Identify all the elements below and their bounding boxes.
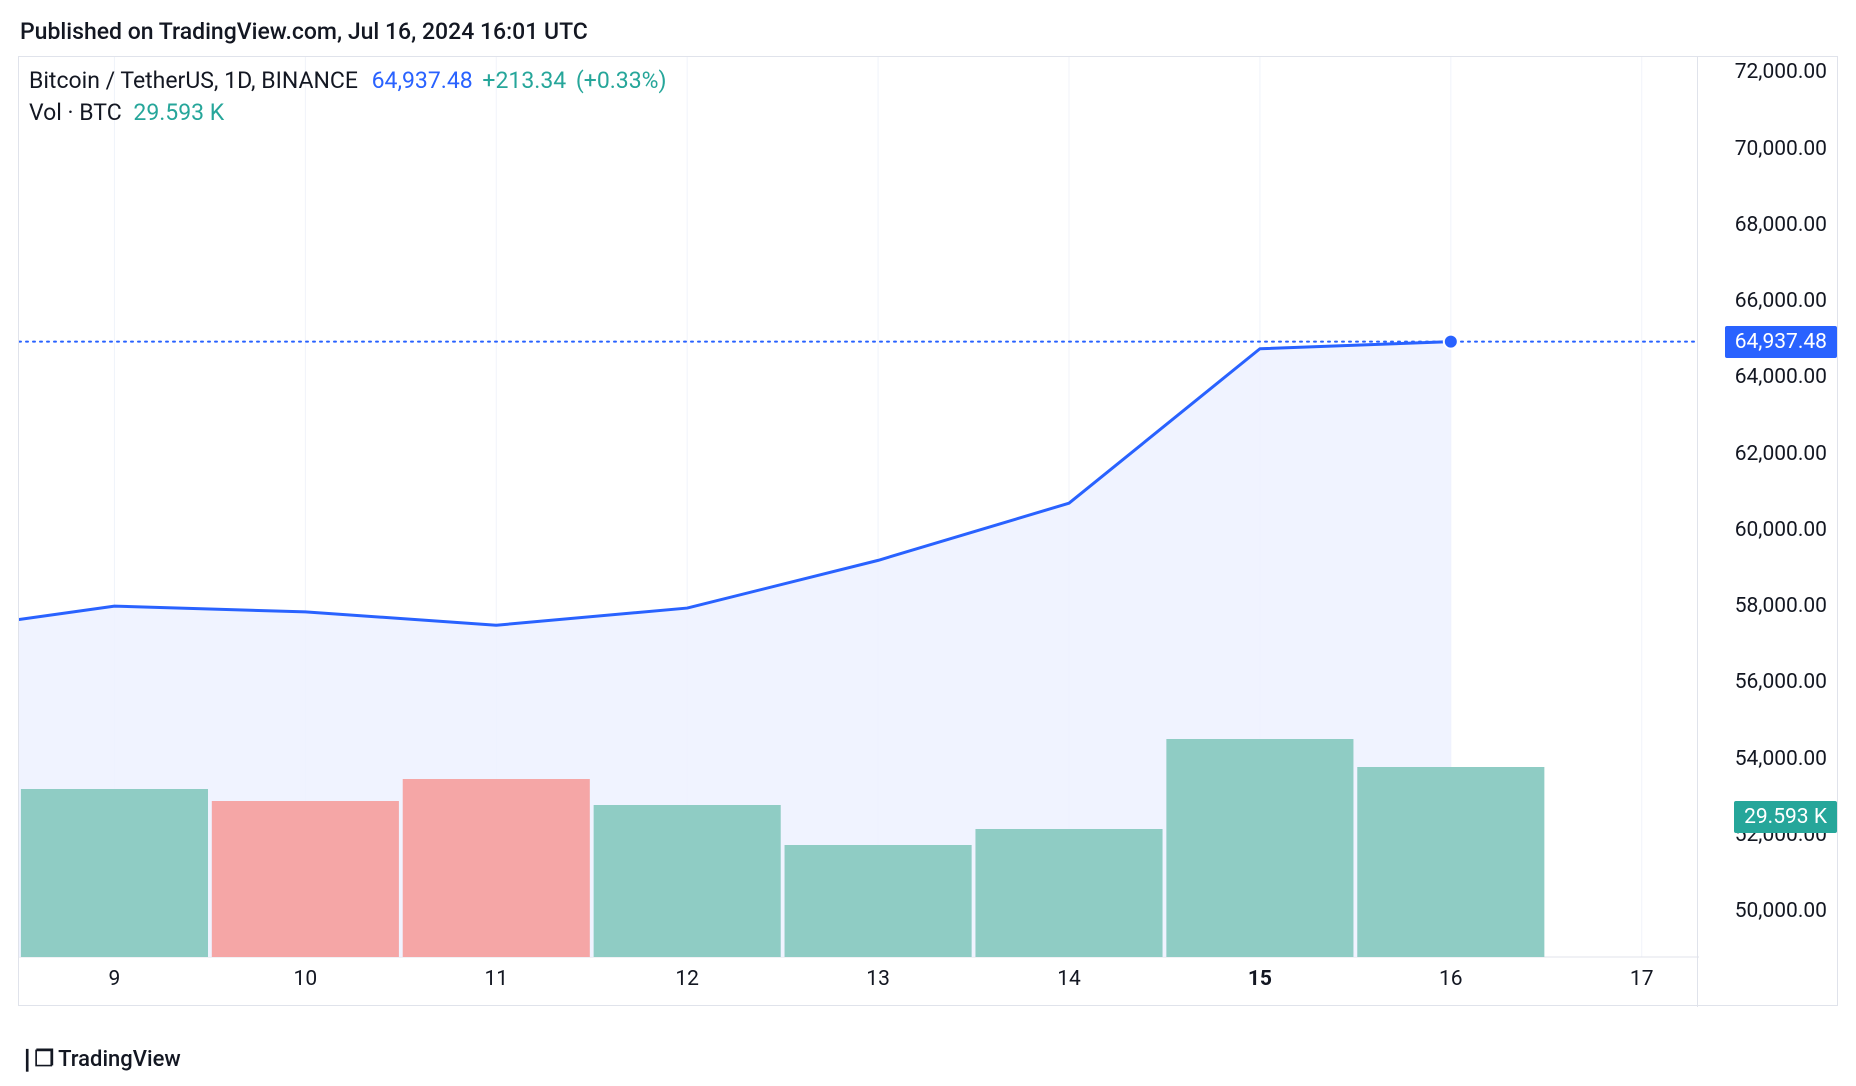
tradingview-logo-icon: ❘❐ <box>18 1047 52 1072</box>
y-axis-tick: 72,000.00 <box>1735 60 1827 84</box>
y-axis-tick: 68,000.00 <box>1735 213 1827 237</box>
volume-label: Vol · BTC <box>29 99 122 126</box>
x-axis-tick: 16 <box>1439 967 1463 1001</box>
y-axis-tick: 62,000.00 <box>1735 442 1827 466</box>
symbol-label: Bitcoin / TetherUS, 1D, BINANCE <box>29 67 358 94</box>
volume-value: 29.593 K <box>133 99 224 126</box>
price-change-abs: +213.34 <box>482 67 566 94</box>
y-axis: 64,937.48 29.593 K 50,000.0052,000.0054,… <box>1697 57 1837 1007</box>
price-change-pct: (+0.33%) <box>576 67 667 94</box>
plot-area[interactable]: 9 10 11 12 13 14 15 16 17 <box>19 57 1699 1007</box>
y-axis-tick: 54,000.00 <box>1735 747 1827 771</box>
y-axis-tick: 60,000.00 <box>1735 518 1827 542</box>
publish-header: Published on TradingView.com, Jul 16, 20… <box>0 0 1856 57</box>
x-axis-tick: 11 <box>484 967 508 1001</box>
chart-svg <box>19 57 1699 1007</box>
y-axis-tick: 58,000.00 <box>1735 594 1827 618</box>
y-axis-tick: 64,000.00 <box>1735 365 1827 389</box>
y-axis-tick: 70,000.00 <box>1735 137 1827 161</box>
x-axis-tick: 15 <box>1248 967 1272 1001</box>
x-axis-tick: 12 <box>675 967 699 1001</box>
x-axis-tick: 10 <box>294 967 318 1001</box>
brand-footer: ❘❐ TradingView <box>18 1047 181 1072</box>
symbol-info-row: Bitcoin / TetherUS, 1D, BINANCE 64,937.4… <box>29 67 667 94</box>
y-axis-tick: 66,000.00 <box>1735 289 1827 313</box>
last-price: 64,937.48 <box>372 67 473 94</box>
x-axis-tick: 17 <box>1630 967 1654 1001</box>
x-axis-tick: 14 <box>1057 967 1081 1001</box>
brand-name: TradingView <box>58 1047 181 1072</box>
chart-container[interactable]: Bitcoin / TetherUS, 1D, BINANCE 64,937.4… <box>18 56 1838 1006</box>
current-volume-tag: 29.593 K <box>1734 801 1837 833</box>
y-axis-tick: 50,000.00 <box>1735 899 1827 923</box>
volume-info-row: Vol · BTC 29.593 K <box>29 99 224 126</box>
y-axis-tick: 56,000.00 <box>1735 670 1827 694</box>
x-axis-tick: 9 <box>109 967 121 1001</box>
current-price-tag: 64,937.48 <box>1725 326 1837 358</box>
x-axis-tick: 13 <box>866 967 890 1001</box>
